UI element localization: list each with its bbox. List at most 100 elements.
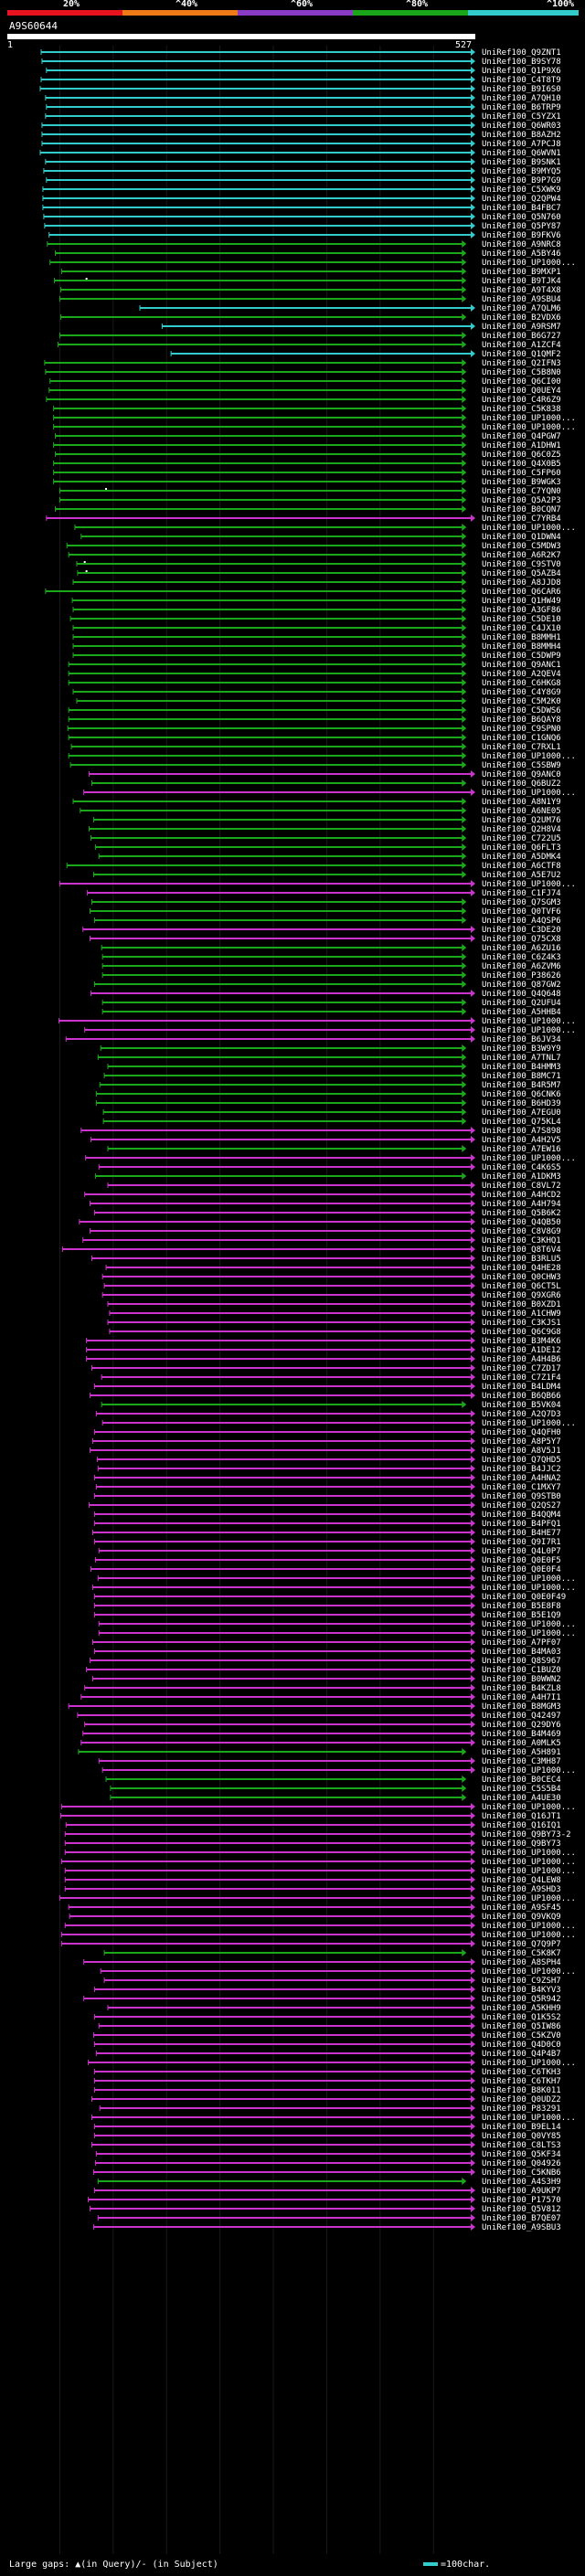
hit-label[interactable]: UniRef100_B4HMM3 <box>482 1063 561 1072</box>
hit-label[interactable]: UniRef100_Q0E0F5 <box>482 1556 561 1565</box>
hit-label[interactable]: UniRef100_B4HE77 <box>482 1529 561 1538</box>
hit-label[interactable]: UniRef100_P83291 <box>482 2104 561 2114</box>
hit-label[interactable]: UniRef100_C6HKG8 <box>482 679 561 688</box>
hit-label[interactable]: UniRef100_C1MXY7 <box>482 1483 561 1492</box>
hit-label[interactable]: UniRef100_Q42497 <box>482 1712 561 1721</box>
hit-label[interactable]: UniRef100_C8V8G9 <box>482 1227 561 1236</box>
hit-label[interactable]: UniRef100_UP1000... <box>482 1154 576 1163</box>
hit-label[interactable]: UniRef100_UP1000... <box>482 1803 576 1812</box>
hit-label[interactable]: UniRef100_C4R6Z9 <box>482 396 561 405</box>
hit-label[interactable]: UniRef100_B4PFQ1 <box>482 1520 561 1529</box>
hit-label[interactable]: UniRef100_A9SF45 <box>482 1903 561 1913</box>
hit-label[interactable]: UniRef100_UP1000... <box>482 880 576 889</box>
hit-label[interactable]: UniRef100_Q9ANC1 <box>482 661 561 670</box>
hit-label[interactable]: UniRef100_Q4P4B7 <box>482 2050 561 2059</box>
hit-label[interactable]: UniRef100_A2Q7D3 <box>482 1410 561 1419</box>
hit-label[interactable]: UniRef100_B8MGM3 <box>482 1702 561 1712</box>
hit-label[interactable]: UniRef100_UP1000... <box>482 1931 576 1940</box>
hit-label[interactable]: UniRef100_C9STV0 <box>482 560 561 569</box>
hit-label[interactable]: UniRef100_Q2QPW4 <box>482 195 561 204</box>
hit-label[interactable]: UniRef100_B9MYQ5 <box>482 167 561 176</box>
hit-label[interactable]: UniRef100_B9SY78 <box>482 58 561 67</box>
hit-label[interactable]: UniRef100_A9SHD3 <box>482 1885 561 1894</box>
hit-label[interactable]: UniRef100_B9I6S0 <box>482 85 561 94</box>
hit-label[interactable]: UniRef100_C9SPN0 <box>482 725 561 734</box>
hit-label[interactable]: UniRef100_C5S5B4 <box>482 1785 561 1794</box>
hit-label[interactable]: UniRef100_B0WWN2 <box>482 1675 561 1684</box>
hit-label[interactable]: UniRef100_C1BUZ0 <box>482 1666 561 1675</box>
hit-label[interactable]: UniRef100_A7PCJ8 <box>482 140 561 149</box>
hit-label[interactable]: UniRef100_Q04926 <box>482 2159 561 2168</box>
hit-label[interactable]: UniRef100_Q5R942 <box>482 1995 561 2004</box>
hit-label[interactable]: UniRef100_Q1P9X6 <box>482 67 561 76</box>
hit-label[interactable]: UniRef100_B8AZH2 <box>482 131 561 140</box>
hit-label[interactable]: UniRef100_Q4Q648 <box>482 990 561 999</box>
hit-label[interactable]: UniRef100_C3MH87 <box>482 1757 561 1766</box>
hit-label[interactable]: UniRef100_B6JV34 <box>482 1035 561 1044</box>
hit-label[interactable]: UniRef100_C8VL72 <box>482 1182 561 1191</box>
hit-label[interactable]: UniRef100_B6G727 <box>482 332 561 341</box>
hit-label[interactable]: UniRef100_Q6CI00 <box>482 377 561 387</box>
hit-label[interactable]: UniRef100_C5KZV0 <box>482 2031 561 2041</box>
hit-label[interactable]: UniRef100_A3GF86 <box>482 606 561 615</box>
hit-label[interactable]: UniRef100_A1DKM3 <box>482 1172 561 1182</box>
hit-label[interactable]: UniRef100_P38626 <box>482 971 561 981</box>
hit-label[interactable]: UniRef100_C5FP60 <box>482 469 561 478</box>
hit-label[interactable]: UniRef100_Q1DWN4 <box>482 533 561 542</box>
hit-label[interactable]: UniRef100_Q1HW49 <box>482 597 561 606</box>
hit-label[interactable]: UniRef100_B4JJC2 <box>482 1465 561 1474</box>
hit-label[interactable]: UniRef100_UP1000... <box>482 1894 576 1903</box>
hit-label[interactable]: UniRef100_UP1000... <box>482 1858 576 1867</box>
hit-label[interactable]: UniRef100_UP1000... <box>482 1620 576 1629</box>
hit-label[interactable]: UniRef100_A4UE30 <box>482 1794 561 1803</box>
hit-label[interactable]: UniRef100_UP1000... <box>482 1967 576 1977</box>
hit-label[interactable]: UniRef100_C4JX10 <box>482 624 561 633</box>
hit-label[interactable]: UniRef100_C7RXL1 <box>482 743 561 752</box>
hit-label[interactable]: UniRef100_C4K6S5 <box>482 1163 561 1172</box>
hit-label[interactable]: UniRef100_C5KNB6 <box>482 2168 561 2178</box>
hit-label[interactable]: UniRef100_UP1000... <box>482 2114 576 2123</box>
hit-label[interactable]: UniRef100_Q7QHD5 <box>482 1456 561 1465</box>
hit-label[interactable]: UniRef100_A0MLK5 <box>482 1739 561 1748</box>
hit-label[interactable]: UniRef100_A5H891 <box>482 1748 561 1757</box>
hit-label[interactable]: UniRef100_B9SNK1 <box>482 158 561 167</box>
hit-label[interactable]: UniRef100_C4Y8G9 <box>482 688 561 697</box>
hit-label[interactable]: UniRef100_UP1000... <box>482 1922 576 1931</box>
hit-label[interactable]: UniRef100_A6NE05 <box>482 807 561 816</box>
hit-label[interactable]: UniRef100_Q0CHW3 <box>482 1273 561 1282</box>
hit-label[interactable]: UniRef100_A6CTF8 <box>482 862 561 871</box>
hit-label[interactable]: UniRef100_Q5B6K2 <box>482 1209 561 1218</box>
hit-label[interactable]: UniRef100_C7YRB4 <box>482 514 561 524</box>
hit-label[interactable]: UniRef100_A8P5Y7 <box>482 1437 561 1447</box>
hit-label[interactable]: UniRef100_A7QH10 <box>482 94 561 103</box>
hit-label[interactable]: UniRef100_Q5AZB4 <box>482 569 561 578</box>
hit-label[interactable]: UniRef100_A1ZCF4 <box>482 341 561 350</box>
hit-label[interactable]: UniRef100_Q2IFN3 <box>482 359 561 368</box>
hit-label[interactable]: UniRef100_UP1000... <box>482 1867 576 1876</box>
hit-label[interactable]: UniRef100_A9NRC8 <box>482 240 561 249</box>
hit-label[interactable]: UniRef100_C5DWP9 <box>482 652 561 661</box>
hit-label[interactable]: UniRef100_A5E7U2 <box>482 871 561 880</box>
hit-label[interactable]: UniRef100_A7EW16 <box>482 1145 561 1154</box>
hit-label[interactable]: UniRef100_C3KJS1 <box>482 1319 561 1328</box>
hit-label[interactable]: UniRef100_B5VK04 <box>482 1401 561 1410</box>
hit-label[interactable]: UniRef100_UP1000... <box>482 414 576 423</box>
hit-label[interactable]: UniRef100_A7TNL7 <box>482 1054 561 1063</box>
hit-label[interactable]: UniRef100_B4QQM4 <box>482 1511 561 1520</box>
hit-label[interactable]: UniRef100_B3RLU5 <box>482 1255 561 1264</box>
hit-label[interactable]: UniRef100_C5DWS6 <box>482 706 561 716</box>
hit-label[interactable]: UniRef100_A8SPH4 <box>482 1958 561 1967</box>
hit-label[interactable]: UniRef100_Q9I7R1 <box>482 1538 561 1547</box>
hit-label[interactable]: UniRef100_C5K8K7 <box>482 1949 561 1958</box>
hit-label[interactable]: UniRef100_A9SBU4 <box>482 295 561 304</box>
hit-label[interactable]: UniRef100_B6QAY8 <box>482 716 561 725</box>
hit-label[interactable]: UniRef100_Q9STB0 <box>482 1492 561 1501</box>
hit-label[interactable]: UniRef100_B9FKV6 <box>482 231 561 240</box>
hit-label[interactable]: UniRef100_C5XWK9 <box>482 186 561 195</box>
hit-label[interactable]: UniRef100_UP1000... <box>482 1026 576 1035</box>
hit-label[interactable]: UniRef100_Q4X0B5 <box>482 460 561 469</box>
hit-label[interactable]: UniRef100_Q4D0C0 <box>482 2041 561 2050</box>
hit-label[interactable]: UniRef100_UP1000... <box>482 1766 576 1776</box>
hit-label[interactable]: UniRef100_C7YQN0 <box>482 487 561 496</box>
hit-label[interactable]: UniRef100_Q5PY87 <box>482 222 561 231</box>
